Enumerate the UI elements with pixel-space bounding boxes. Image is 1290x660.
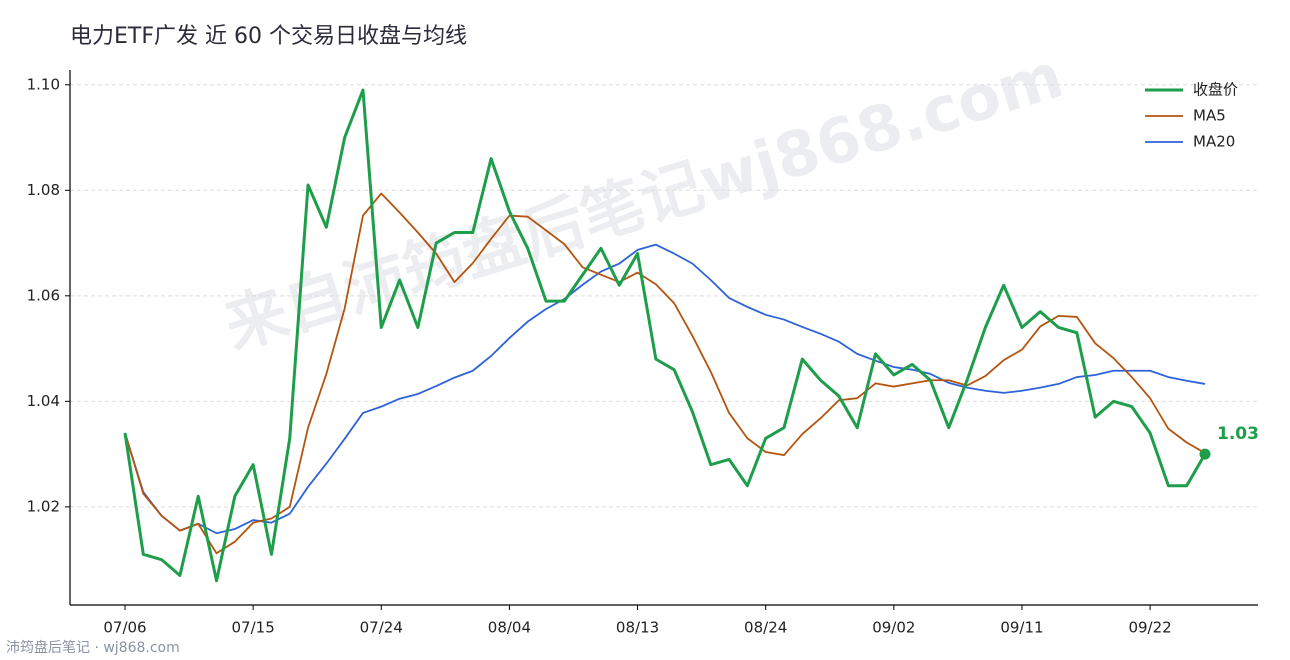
chart-title: 电力ETF广发 近 60 个交易日收盘与均线 bbox=[70, 24, 467, 49]
legend-label: MA5 bbox=[1193, 107, 1226, 125]
watermark: 来自沛筠盘后笔记wj868.com bbox=[216, 38, 1071, 363]
x-tick-label: 07/15 bbox=[232, 619, 275, 637]
x-tick-label: 08/13 bbox=[616, 619, 659, 637]
y-tick-label: 1.02 bbox=[27, 497, 60, 515]
x-tick-label: 09/11 bbox=[1000, 619, 1043, 637]
series-line bbox=[124, 243, 1206, 535]
x-tick-label: 07/06 bbox=[103, 619, 146, 637]
x-tick-label: 08/04 bbox=[488, 619, 531, 637]
y-tick-label: 1.04 bbox=[27, 392, 60, 410]
x-tick-label: 07/24 bbox=[360, 619, 403, 637]
last-point bbox=[1199, 448, 1211, 460]
legend-label: 收盘价 bbox=[1193, 81, 1238, 99]
x-tick-label: 09/22 bbox=[1128, 619, 1171, 637]
y-tick-label: 1.10 bbox=[27, 75, 60, 93]
footer: 沛筠盘后笔记 · wj868.com bbox=[6, 639, 180, 656]
x-tick-label: 08/24 bbox=[744, 619, 787, 637]
last-label: 1.03 bbox=[1217, 424, 1259, 444]
series-line bbox=[124, 192, 1206, 555]
series-line bbox=[123, 88, 1207, 583]
legend-label: MA20 bbox=[1193, 133, 1235, 151]
y-tick-label: 1.08 bbox=[27, 181, 60, 199]
y-tick-label: 1.06 bbox=[27, 286, 60, 304]
x-tick-label: 09/02 bbox=[872, 619, 915, 637]
